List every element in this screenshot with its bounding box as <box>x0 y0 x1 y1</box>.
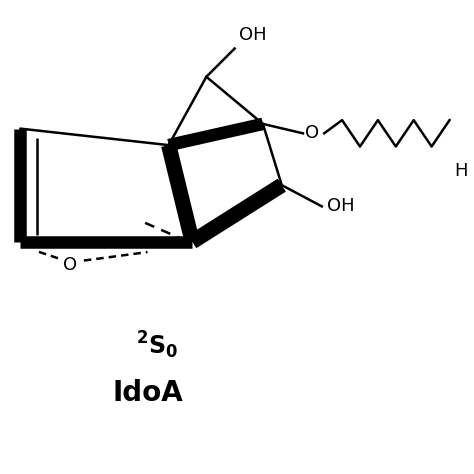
Text: $\mathbf{^{2}S_{0}}$: $\mathbf{^{2}S_{0}}$ <box>136 330 178 361</box>
Text: H: H <box>454 162 467 180</box>
Text: O: O <box>305 124 319 142</box>
Text: IdoA: IdoA <box>112 379 183 407</box>
Text: OH: OH <box>327 197 354 215</box>
Text: OH: OH <box>239 26 267 44</box>
Text: O: O <box>63 256 77 274</box>
